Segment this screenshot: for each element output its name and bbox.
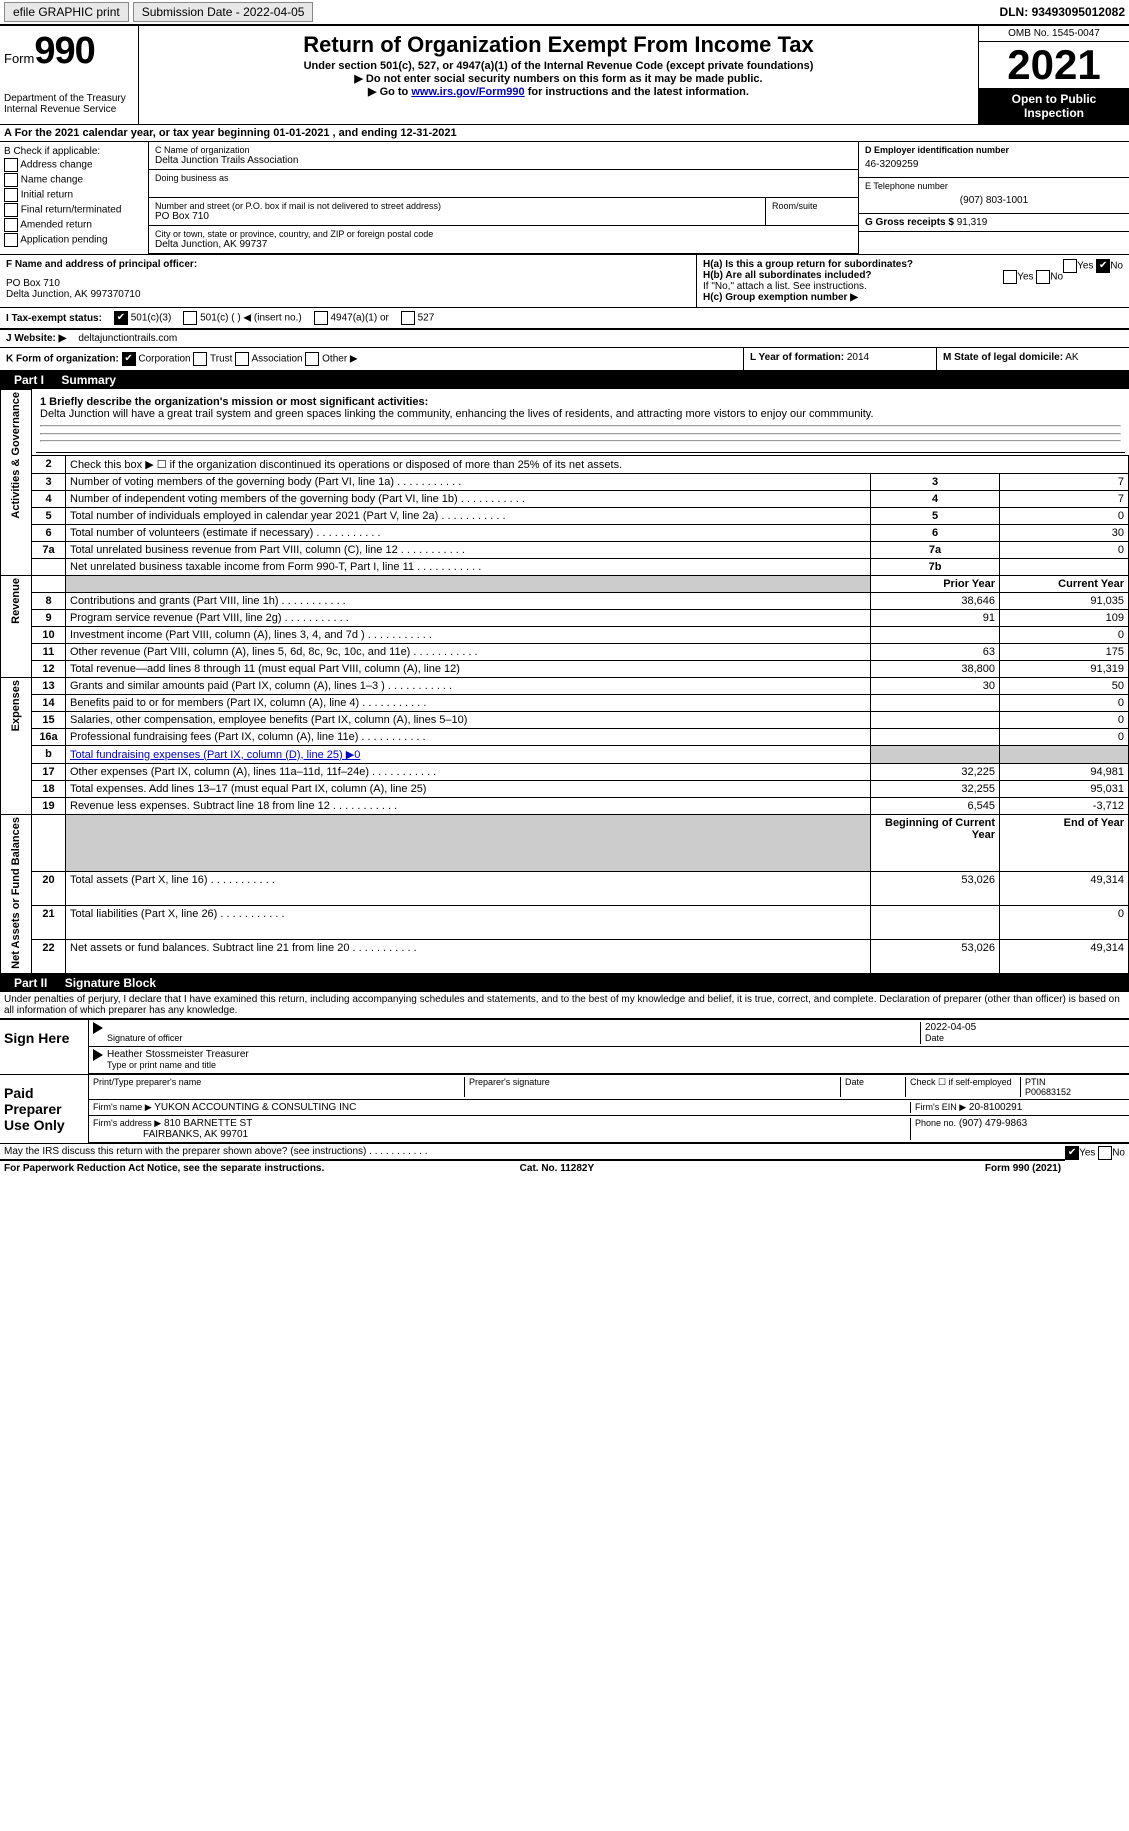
part2-header: Part II Signature Block [0,974,1129,992]
officer-addr2: Delta Junction, AK 997370710 [6,289,690,300]
check-initial[interactable] [4,188,18,202]
check-501c3[interactable]: ✔ [114,311,128,325]
irs-link[interactable]: www.irs.gov/Form990 [411,86,524,98]
officer-addr1: PO Box 710 [6,278,690,289]
check-name[interactable] [4,173,18,187]
gross: 91,319 [957,217,988,228]
open-to-public: Open to Public Inspection [979,88,1129,124]
check-pending[interactable] [4,233,18,247]
org-name-label: C Name of organization [155,145,852,155]
submission-button[interactable]: Submission Date - 2022-04-05 [133,2,314,22]
sign-here-label: Sign Here [0,1020,89,1074]
ein: 46-3209259 [865,155,1123,174]
dba-label: Doing business as [155,173,852,183]
top-bar: efile GRAPHIC print Submission Date - 20… [0,0,1129,26]
org-name: Delta Junction Trails Association [155,155,852,166]
tel-label: E Telephone number [865,181,1123,191]
declaration: Under penalties of perjury, I declare th… [0,992,1129,1018]
ein-label: D Employer identification number [865,145,1009,155]
arrow-icon [93,1049,103,1061]
dln: DLN: 93493095012082 [1000,5,1125,19]
city-label: City or town, state or province, country… [155,229,852,239]
signer-name: Heather Stossmeister Treasurer [107,1049,249,1060]
ha-label: H(a) Is this a group return for subordin… [703,259,913,270]
summary-table: Activities & Governance 1 Briefly descri… [0,389,1129,974]
gross-label: G Gross receipts $ [865,217,954,228]
mission-text: Delta Junction will have a great trail s… [40,408,874,420]
subtitle-3-pre: ▶ Go to [368,86,411,98]
check-4947[interactable] [314,311,328,325]
dept-label: Department of the Treasury Internal Reve… [4,93,134,115]
check-amended[interactable] [4,218,18,232]
city: Delta Junction, AK 99737 [155,239,852,250]
part1-header: Part I Summary [0,371,1129,389]
arrow-icon [93,1022,103,1034]
hb-label: H(b) Are all subordinates included? [703,270,872,281]
officer-label: F Name and address of principal officer: [6,259,197,270]
tel: (907) 803-1001 [865,191,1123,210]
addr: PO Box 710 [155,211,759,222]
form-title: Return of Organization Exempt From Incom… [143,32,974,58]
subtitle-1: Under section 501(c), 527, or 4947(a)(1)… [143,60,974,72]
form-number: 990 [34,30,94,72]
check-address[interactable] [4,158,18,172]
subtitle-2: ▶ Do not enter social security numbers o… [143,72,974,85]
form-org-label: K Form of organization: [6,354,119,365]
check-527[interactable] [401,311,415,325]
hc-label: H(c) Group exemption number ▶ [703,292,858,303]
paid-preparer-label: Paid Preparer Use Only [0,1075,89,1143]
form-label: Form [4,51,34,66]
check-501c[interactable] [183,311,197,325]
room-label: Room/suite [772,201,852,211]
tax-year: 2021 [979,42,1129,88]
check-final[interactable] [4,203,18,217]
tax-status-label: I Tax-exempt status: [6,313,102,324]
website: deltajunctiontrails.com [78,333,177,344]
form-header: Form990 Department of the Treasury Inter… [0,26,1129,125]
website-label: J Website: ▶ [6,333,66,344]
addr-label: Number and street (or P.O. box if mail i… [155,201,759,211]
row-a: A For the 2021 calendar year, or tax yea… [0,125,1129,142]
omb-number: OMB No. 1545-0047 [979,26,1129,42]
discuss-label: May the IRS discuss this return with the… [4,1146,428,1157]
col-b-checks: B Check if applicable: Address change Na… [0,142,149,254]
subtitle-3-post: for instructions and the latest informat… [525,86,749,98]
page-footer: For Paperwork Reduction Act Notice, see … [0,1159,1065,1176]
efile-button[interactable]: efile GRAPHIC print [4,2,129,22]
